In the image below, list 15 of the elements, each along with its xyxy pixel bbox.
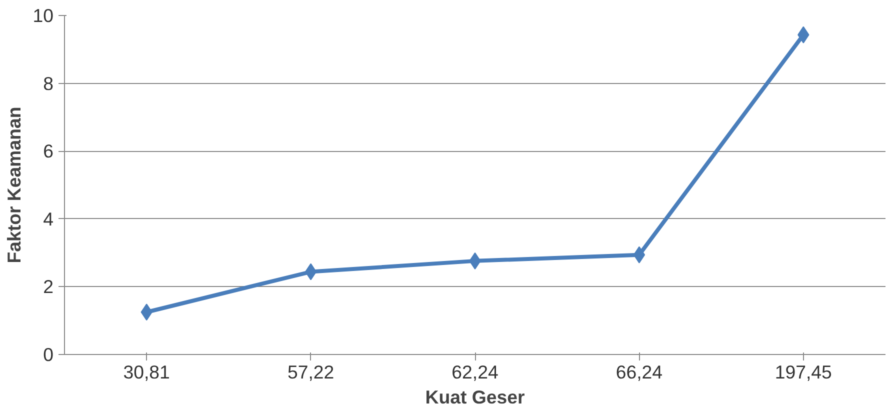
- y-tick-label: 0: [43, 344, 54, 365]
- x-tick-label: 66,24: [616, 362, 663, 382]
- y-tick-label: 4: [43, 208, 54, 230]
- x-tick-label: 57,22: [287, 362, 334, 382]
- y-tick-label: 6: [43, 140, 54, 162]
- x-tick-label: 30,81: [123, 362, 170, 382]
- x-tick-label: 62,24: [452, 362, 498, 382]
- y-tick-label: 2: [43, 276, 54, 298]
- y-tick-label: 10: [32, 5, 54, 26]
- x-tick-label: 197,45: [774, 362, 832, 382]
- point: [633, 246, 646, 264]
- y-axis-title: Faktor Keamanan: [4, 106, 25, 264]
- y-tick-label: 8: [43, 72, 54, 94]
- x-axis-title: Kuat Geser: [425, 386, 525, 408]
- point: [304, 263, 317, 280]
